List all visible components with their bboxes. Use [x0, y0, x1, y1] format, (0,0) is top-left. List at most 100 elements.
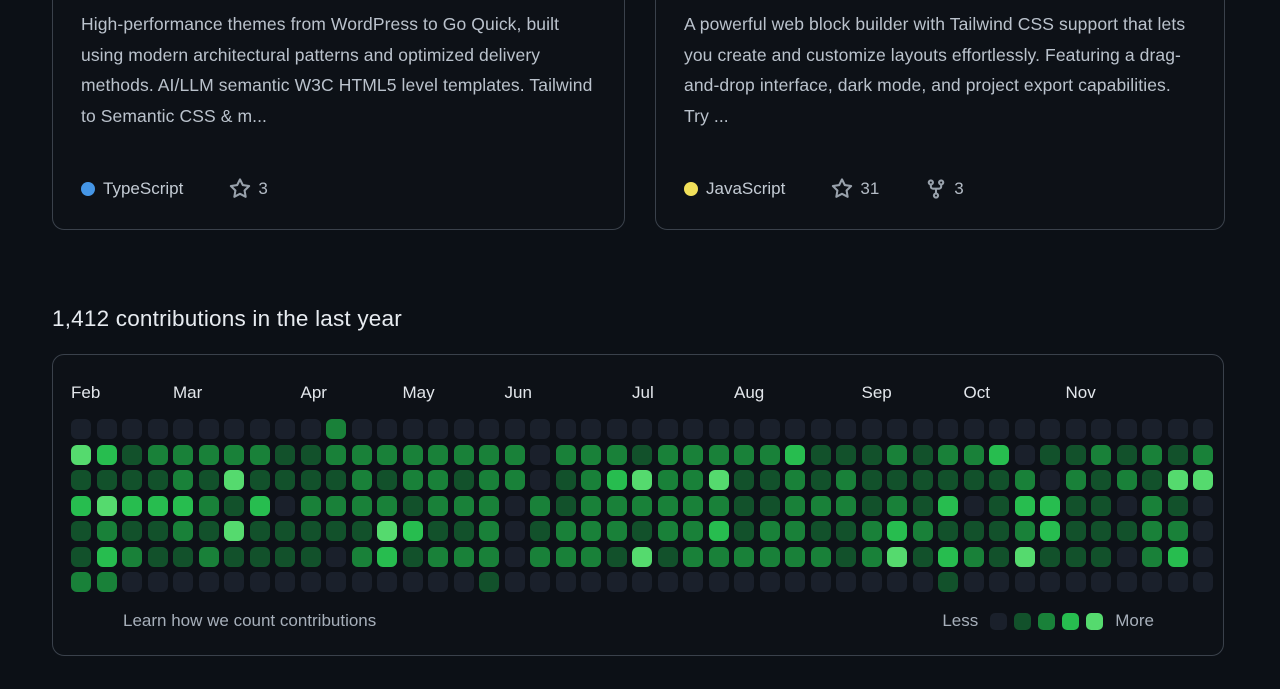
contribution-cell-w8-d2[interactable] [275, 470, 295, 490]
contribution-cell-w24-d6[interactable] [683, 572, 703, 592]
contribution-cell-w7-d3[interactable] [249, 495, 270, 516]
contribution-cell-w39-d4[interactable] [1065, 521, 1086, 541]
contribution-cell-w30-d3[interactable] [836, 495, 856, 516]
contribution-cell-w18-d1[interactable] [530, 444, 550, 465]
contribution-cell-w44-d1[interactable] [1193, 444, 1213, 465]
contribution-cell-w23-d1[interactable] [657, 444, 678, 465]
contribution-cell-w39-d3[interactable] [1065, 495, 1086, 516]
contribution-cell-w2-d5[interactable] [122, 546, 142, 567]
contribution-cell-w19-d3[interactable] [555, 495, 576, 516]
contribution-cell-w44-d5[interactable] [1193, 546, 1213, 567]
contribution-cell-w42-d4[interactable] [1142, 521, 1162, 541]
contribution-cell-w24-d0[interactable] [683, 419, 703, 439]
contribution-cell-w32-d5[interactable] [887, 546, 907, 567]
contribution-cell-w9-d3[interactable] [300, 495, 321, 516]
contribution-cell-w23-d2[interactable] [657, 470, 678, 490]
contribution-cell-w44-d2[interactable] [1193, 470, 1213, 490]
contribution-cell-w2-d6[interactable] [122, 572, 142, 592]
contribution-cell-w29-d4[interactable] [810, 521, 831, 541]
contribution-cell-w36-d2[interactable] [989, 470, 1009, 490]
contribution-cell-w22-d4[interactable] [632, 521, 652, 541]
contribution-cell-w11-d5[interactable] [351, 546, 372, 567]
contribution-cell-w40-d5[interactable] [1091, 546, 1111, 567]
contribution-cell-w20-d3[interactable] [581, 495, 601, 516]
contribution-cell-w0-d1[interactable] [71, 444, 91, 465]
contribution-cell-w4-d2[interactable] [173, 470, 193, 490]
contribution-cell-w6-d6[interactable] [224, 572, 244, 592]
contribution-cell-w43-d6[interactable] [1167, 572, 1188, 592]
contribution-cell-w42-d6[interactable] [1142, 572, 1162, 592]
contribution-cell-w1-d4[interactable] [96, 521, 117, 541]
contribution-cell-w11-d0[interactable] [351, 419, 372, 439]
contribution-cell-w37-d5[interactable] [1014, 546, 1035, 567]
contribution-cell-w33-d3[interactable] [912, 495, 933, 516]
contribution-cell-w43-d5[interactable] [1167, 546, 1188, 567]
contribution-cell-w40-d6[interactable] [1091, 572, 1111, 592]
contribution-cell-w31-d6[interactable] [861, 572, 882, 592]
contribution-cell-w36-d5[interactable] [989, 546, 1009, 567]
contribution-cell-w21-d2[interactable] [606, 470, 627, 490]
contribution-cell-w31-d3[interactable] [861, 495, 882, 516]
contribution-cell-w19-d6[interactable] [555, 572, 576, 592]
contribution-cell-w40-d0[interactable] [1091, 419, 1111, 439]
contribution-cell-w4-d5[interactable] [173, 546, 193, 567]
contribution-cell-w3-d5[interactable] [147, 546, 168, 567]
contribution-cell-w26-d6[interactable] [734, 572, 754, 592]
contribution-cell-w24-d5[interactable] [683, 546, 703, 567]
contribution-cell-w7-d6[interactable] [249, 572, 270, 592]
contribution-cell-w13-d5[interactable] [402, 546, 423, 567]
contribution-cell-w21-d0[interactable] [606, 419, 627, 439]
contribution-cell-w21-d4[interactable] [606, 521, 627, 541]
contribution-cell-w35-d4[interactable] [963, 521, 984, 541]
contribution-cell-w32-d4[interactable] [887, 521, 907, 541]
contribution-cell-w13-d0[interactable] [402, 419, 423, 439]
contribution-cell-w24-d3[interactable] [683, 495, 703, 516]
contribution-cell-w6-d3[interactable] [224, 495, 244, 516]
contribution-cell-w21-d1[interactable] [606, 444, 627, 465]
contribution-cell-w1-d6[interactable] [96, 572, 117, 592]
contribution-cell-w42-d3[interactable] [1142, 495, 1162, 516]
contribution-cell-w38-d5[interactable] [1040, 546, 1060, 567]
contribution-cell-w30-d6[interactable] [836, 572, 856, 592]
contribution-cell-w0-d3[interactable] [71, 495, 91, 516]
contribution-cell-w34-d4[interactable] [938, 521, 958, 541]
contribution-cell-w11-d3[interactable] [351, 495, 372, 516]
contribution-cell-w5-d2[interactable] [198, 470, 219, 490]
contribution-cell-w41-d5[interactable] [1116, 546, 1137, 567]
contribution-cell-w35-d1[interactable] [963, 444, 984, 465]
contribution-cell-w7-d5[interactable] [249, 546, 270, 567]
contribution-cell-w36-d6[interactable] [989, 572, 1009, 592]
contribution-cell-w14-d5[interactable] [428, 546, 448, 567]
contribution-cell-w8-d4[interactable] [275, 521, 295, 541]
contribution-cell-w39-d2[interactable] [1065, 470, 1086, 490]
contribution-cell-w15-d4[interactable] [453, 521, 474, 541]
contribution-cell-w29-d6[interactable] [810, 572, 831, 592]
contribution-cell-w37-d1[interactable] [1014, 444, 1035, 465]
contribution-cell-w8-d6[interactable] [275, 572, 295, 592]
contribution-cell-w9-d1[interactable] [300, 444, 321, 465]
contribution-cell-w33-d6[interactable] [912, 572, 933, 592]
contribution-cell-w26-d5[interactable] [734, 546, 754, 567]
contribution-cell-w4-d6[interactable] [173, 572, 193, 592]
contribution-cell-w12-d3[interactable] [377, 495, 397, 516]
contribution-cell-w28-d3[interactable] [785, 495, 805, 516]
contribution-cell-w38-d6[interactable] [1040, 572, 1060, 592]
contribution-cell-w14-d6[interactable] [428, 572, 448, 592]
contribution-cell-w19-d5[interactable] [555, 546, 576, 567]
contribution-cell-w20-d5[interactable] [581, 546, 601, 567]
contribution-cell-w1-d3[interactable] [96, 495, 117, 516]
contribution-cell-w37-d0[interactable] [1014, 419, 1035, 439]
contribution-cell-w16-d3[interactable] [479, 495, 499, 516]
contribution-cell-w34-d0[interactable] [938, 419, 958, 439]
contribution-cell-w15-d1[interactable] [453, 444, 474, 465]
contribution-cell-w2-d2[interactable] [122, 470, 142, 490]
contribution-cell-w38-d3[interactable] [1040, 495, 1060, 516]
contribution-cell-w44-d3[interactable] [1193, 495, 1213, 516]
contribution-cell-w31-d5[interactable] [861, 546, 882, 567]
contribution-cell-w28-d0[interactable] [785, 419, 805, 439]
contribution-cell-w14-d2[interactable] [428, 470, 448, 490]
contribution-cell-w27-d0[interactable] [759, 419, 780, 439]
contribution-cell-w6-d0[interactable] [224, 419, 244, 439]
contribution-cell-w37-d3[interactable] [1014, 495, 1035, 516]
contribution-cell-w32-d1[interactable] [887, 444, 907, 465]
